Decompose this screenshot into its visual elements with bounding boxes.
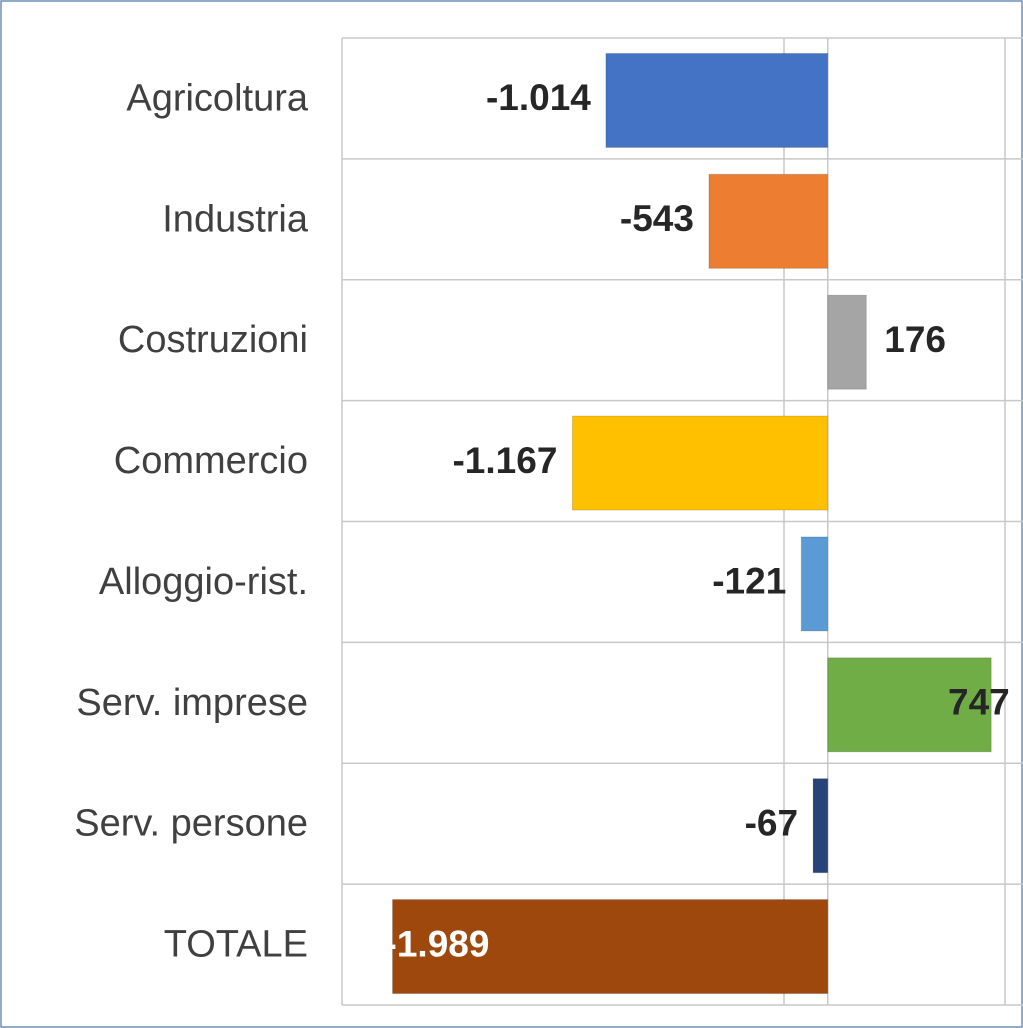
y-tick-label: Serv. persone [74,803,308,845]
y-tick-label: TOTALE [164,924,308,966]
bar [392,899,829,995]
data-label: 176 [884,319,946,360]
bar [827,657,992,753]
data-label: 747 [948,682,1010,723]
y-tick-label: Costruzioni [118,319,308,361]
y-tick-label: Serv. imprese [76,682,308,724]
bar [571,415,829,511]
bar [827,294,867,390]
bar [800,536,829,632]
data-label: -1.167 [452,440,557,481]
bar [605,52,829,148]
bar [708,173,829,269]
y-tick-label: Agricoltura [126,77,308,119]
y-tick-label: Commercio [114,440,308,482]
y-tick-label: Alloggio-rist. [99,561,308,603]
data-label: -67 [745,802,798,843]
data-label: -543 [620,198,694,239]
data-label: -121 [712,561,786,602]
bar [812,778,829,874]
data-label: -1.989 [385,923,490,964]
data-label: -1.014 [486,77,591,118]
y-tick-label: Industria [162,198,309,240]
